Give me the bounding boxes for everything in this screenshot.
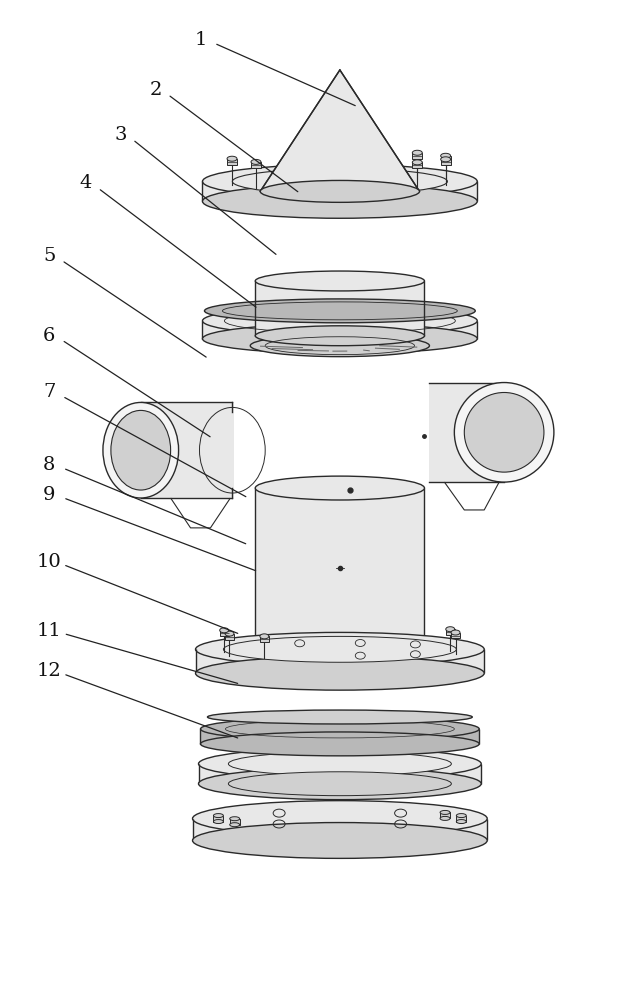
Ellipse shape: [228, 772, 451, 796]
Polygon shape: [260, 70, 420, 191]
Ellipse shape: [441, 157, 451, 162]
Text: 1: 1: [194, 31, 207, 49]
Bar: [202, 181, 477, 201]
Ellipse shape: [228, 752, 451, 776]
Bar: [141, 402, 235, 498]
Ellipse shape: [285, 174, 395, 188]
Ellipse shape: [412, 160, 422, 165]
Ellipse shape: [456, 814, 466, 818]
Ellipse shape: [440, 816, 450, 820]
Ellipse shape: [225, 631, 234, 636]
Bar: [255, 488, 425, 667]
FancyBboxPatch shape: [227, 159, 237, 165]
Ellipse shape: [440, 810, 450, 814]
Ellipse shape: [220, 628, 228, 633]
Ellipse shape: [111, 410, 171, 490]
Ellipse shape: [251, 159, 261, 164]
Text: 6: 6: [43, 327, 55, 345]
Text: 8: 8: [43, 456, 55, 474]
FancyBboxPatch shape: [260, 636, 269, 642]
Ellipse shape: [202, 165, 477, 198]
Ellipse shape: [260, 634, 269, 639]
Ellipse shape: [255, 271, 425, 291]
Ellipse shape: [214, 814, 223, 818]
FancyBboxPatch shape: [441, 159, 451, 165]
Ellipse shape: [202, 324, 477, 354]
FancyBboxPatch shape: [441, 156, 451, 162]
Ellipse shape: [207, 710, 472, 724]
Ellipse shape: [250, 335, 430, 357]
Ellipse shape: [196, 632, 484, 666]
Ellipse shape: [199, 748, 481, 780]
FancyBboxPatch shape: [451, 633, 460, 638]
FancyBboxPatch shape: [251, 162, 261, 168]
FancyBboxPatch shape: [446, 629, 455, 635]
Ellipse shape: [103, 402, 179, 498]
FancyBboxPatch shape: [230, 819, 240, 825]
FancyBboxPatch shape: [412, 153, 422, 159]
Bar: [193, 819, 487, 840]
Bar: [430, 383, 504, 482]
Bar: [199, 764, 481, 784]
Ellipse shape: [196, 656, 484, 690]
Bar: [196, 649, 484, 673]
Ellipse shape: [230, 823, 240, 827]
Text: 5: 5: [43, 247, 55, 265]
Ellipse shape: [232, 168, 448, 194]
Ellipse shape: [255, 476, 425, 500]
Ellipse shape: [255, 655, 425, 679]
Ellipse shape: [199, 768, 481, 800]
Ellipse shape: [230, 817, 240, 821]
Ellipse shape: [464, 392, 544, 472]
Bar: [201, 729, 479, 744]
Ellipse shape: [204, 299, 475, 323]
Text: 12: 12: [37, 662, 61, 680]
Bar: [202, 321, 477, 339]
Text: 11: 11: [37, 622, 61, 640]
Bar: [255, 281, 425, 336]
Ellipse shape: [446, 627, 455, 632]
Ellipse shape: [255, 326, 425, 346]
Ellipse shape: [223, 636, 456, 662]
Ellipse shape: [456, 820, 466, 824]
FancyBboxPatch shape: [225, 634, 234, 640]
FancyBboxPatch shape: [440, 812, 450, 818]
Ellipse shape: [193, 823, 487, 858]
Text: 9: 9: [43, 486, 56, 504]
Ellipse shape: [454, 383, 554, 482]
Ellipse shape: [202, 306, 477, 336]
FancyBboxPatch shape: [220, 630, 228, 636]
Ellipse shape: [201, 732, 479, 756]
Ellipse shape: [214, 820, 223, 824]
FancyBboxPatch shape: [214, 816, 223, 822]
Ellipse shape: [260, 180, 420, 202]
Ellipse shape: [201, 717, 479, 741]
Text: 3: 3: [115, 126, 127, 144]
Ellipse shape: [227, 156, 237, 161]
Ellipse shape: [202, 184, 477, 218]
Text: 4: 4: [80, 174, 92, 192]
Ellipse shape: [451, 630, 460, 635]
Text: 7: 7: [43, 383, 55, 401]
FancyBboxPatch shape: [412, 162, 422, 168]
Ellipse shape: [193, 801, 487, 836]
Text: 10: 10: [37, 553, 61, 571]
Ellipse shape: [412, 150, 422, 155]
Text: 2: 2: [150, 81, 162, 99]
FancyBboxPatch shape: [456, 816, 466, 822]
Ellipse shape: [441, 153, 451, 158]
